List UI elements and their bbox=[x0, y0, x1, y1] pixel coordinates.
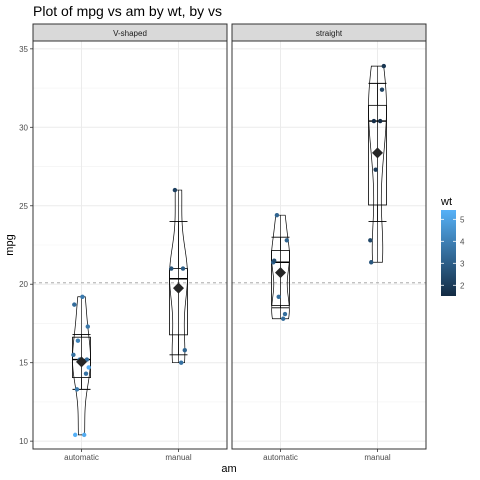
x-tick-label: manual bbox=[165, 453, 191, 462]
facet-strip-label: V-shaped bbox=[113, 29, 147, 38]
box bbox=[169, 268, 188, 336]
data-point bbox=[371, 118, 377, 124]
data-point bbox=[86, 365, 91, 370]
mean-marker bbox=[275, 267, 286, 279]
y-tick-label: 25 bbox=[19, 202, 28, 211]
facet-strip-label: straight bbox=[316, 29, 343, 38]
data-point bbox=[179, 360, 184, 365]
legend-tick-label: 5 bbox=[460, 215, 465, 224]
facet-panels: V-shaped automatic manual 10 15 20 25 30 35 strai… bbox=[19, 23, 427, 462]
data-point bbox=[182, 347, 187, 353]
data-point bbox=[281, 316, 286, 321]
mean-marker bbox=[76, 356, 87, 368]
data-point bbox=[369, 260, 374, 265]
data-point bbox=[373, 167, 378, 172]
data-point bbox=[74, 387, 80, 392]
data-point bbox=[83, 371, 89, 376]
box bbox=[271, 250, 290, 306]
data-point bbox=[282, 311, 288, 317]
y-tick-label: 30 bbox=[19, 123, 28, 132]
box bbox=[368, 104, 387, 206]
legend: wt 2 3 4 5 bbox=[440, 196, 465, 296]
data-point bbox=[368, 238, 373, 243]
chart-title: Plot of mpg vs am by wt, by vs bbox=[33, 3, 222, 19]
data-point bbox=[84, 357, 90, 362]
data-point bbox=[180, 266, 186, 271]
x-tick-label: automatic bbox=[263, 453, 298, 462]
data-point bbox=[276, 294, 281, 299]
data-point bbox=[85, 324, 91, 329]
data-point bbox=[82, 432, 87, 438]
x-tick-label: manual bbox=[364, 453, 390, 462]
data-point bbox=[169, 266, 174, 271]
data-point bbox=[378, 118, 383, 124]
violin bbox=[368, 65, 387, 263]
legend-colorbar bbox=[441, 210, 456, 296]
data-point bbox=[284, 238, 289, 243]
data-point bbox=[172, 187, 178, 193]
legend-tick-label: 2 bbox=[460, 281, 465, 290]
mean-marker bbox=[372, 147, 383, 159]
data-point bbox=[75, 338, 81, 343]
mean-marker bbox=[173, 282, 184, 294]
x-axis-title: am bbox=[221, 463, 236, 475]
data-point bbox=[381, 63, 386, 69]
data-point bbox=[72, 302, 77, 307]
data-point bbox=[272, 258, 277, 263]
box bbox=[72, 336, 91, 379]
y-tick-label: 20 bbox=[19, 280, 28, 289]
x-tick-label: automatic bbox=[64, 453, 99, 462]
panel-border bbox=[231, 40, 427, 450]
legend-tick-label: 4 bbox=[460, 237, 465, 246]
data-point bbox=[379, 87, 385, 92]
legend-title: wt bbox=[440, 196, 452, 208]
data-point bbox=[274, 212, 280, 218]
data-point bbox=[71, 352, 76, 358]
y-axis-title: mpg bbox=[4, 234, 16, 255]
y-tick-label: 35 bbox=[19, 45, 28, 54]
y-tick-label: 15 bbox=[19, 359, 28, 368]
panel-border bbox=[32, 40, 228, 450]
data-point bbox=[73, 432, 78, 438]
legend-tick-label: 3 bbox=[460, 259, 465, 268]
data-point bbox=[80, 294, 85, 299]
y-tick-label: 10 bbox=[19, 437, 28, 446]
